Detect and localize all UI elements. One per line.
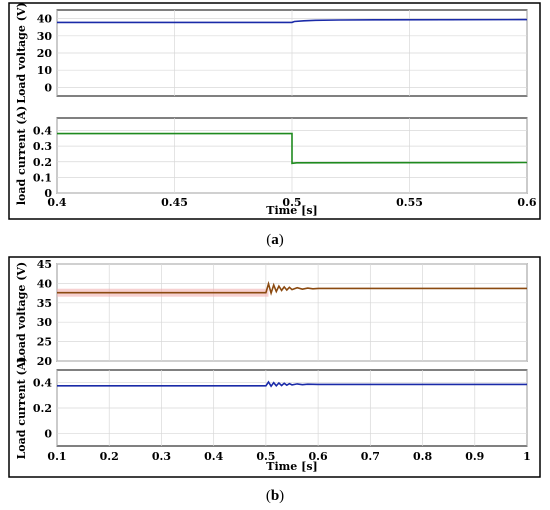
x-tick-label: 0.55	[396, 196, 423, 209]
series-line	[57, 380, 527, 388]
y-tick-label: 30	[37, 316, 53, 329]
y-tick-label: 45	[37, 258, 52, 271]
x-tick-label: 0.2	[100, 450, 119, 463]
y-tick-label: 0	[44, 81, 52, 94]
y-axis-label: load current (A)	[15, 106, 28, 205]
panel-b: 20 25 30 35 40 45 Load voltage (V) 0 0.2 0.4 Load …	[15, 258, 531, 473]
series-line	[57, 280, 527, 296]
x-tick-label: 0.45	[161, 196, 188, 209]
x-axis-label: Time [s]	[266, 204, 317, 217]
x-tick-label: 0.5	[256, 450, 275, 463]
y-tick-label: 10	[37, 64, 53, 77]
subplot-current: 0 0.2 0.4 Load current (A)	[15, 357, 528, 460]
x-tick-label: 0.1	[47, 450, 66, 463]
x-tick-label: 0.7	[361, 450, 380, 463]
y-tick-label: 0.1	[33, 171, 52, 184]
x-tick-label: 0.6	[309, 450, 328, 463]
x-tick-label: 0.5	[282, 196, 301, 209]
x-tick-label: 0.3	[152, 450, 171, 463]
y-tick-label: 20	[37, 355, 53, 368]
caption-a: (a)	[266, 232, 284, 248]
caption-b: (b)	[266, 488, 284, 504]
y-tick-label: 0.4	[33, 377, 52, 390]
y-tick-label: 20	[37, 47, 53, 60]
x-tick-label: 0.9	[465, 450, 484, 463]
y-tick-label: 40	[37, 13, 53, 26]
series-line	[57, 18, 528, 24]
y-tick-label: 0.3	[33, 140, 52, 153]
x-axis-label: Time [s]	[266, 460, 317, 473]
y-tick-label: 0.2	[33, 156, 52, 169]
x-tick-label: 0.4	[204, 450, 223, 463]
x-tick-label: 0.4	[47, 196, 66, 209]
y-tick-label: 0	[44, 187, 52, 200]
y-tick-label: 35	[37, 297, 52, 310]
y-axis-label: Load current (A)	[15, 357, 28, 460]
subplot-current: 0 0.1 0.2 0.3 0.4 load current (A)	[15, 106, 528, 205]
y-tick-label: 0	[44, 427, 52, 440]
y-tick-label: 30	[37, 30, 53, 43]
y-axis-label: Load voltage (V)	[15, 2, 28, 103]
y-tick-label: 40	[37, 277, 53, 290]
x-tick-label: 1	[523, 450, 531, 463]
y-axis-label: Load voltage (V)	[15, 262, 28, 363]
x-tick-label: 0.6	[517, 196, 536, 209]
plot-area	[56, 263, 528, 362]
series-line	[57, 132, 528, 165]
subplot-voltage: 20 25 30 35 40 45 Load voltage (V)	[15, 258, 528, 368]
y-tick-label: 0.4	[33, 125, 52, 138]
y-tick-label: 25	[37, 336, 52, 349]
y-tick-label: 0.2	[33, 402, 52, 415]
subplot-voltage: 0 10 20 30 40 Load voltage (V)	[15, 2, 528, 104]
x-tick-label: 0.8	[413, 450, 432, 463]
panel-a: 0 10 20 30 40 Load voltage (V) 0 0.1 0.2 0.3 0.4 lo…	[15, 2, 537, 217]
